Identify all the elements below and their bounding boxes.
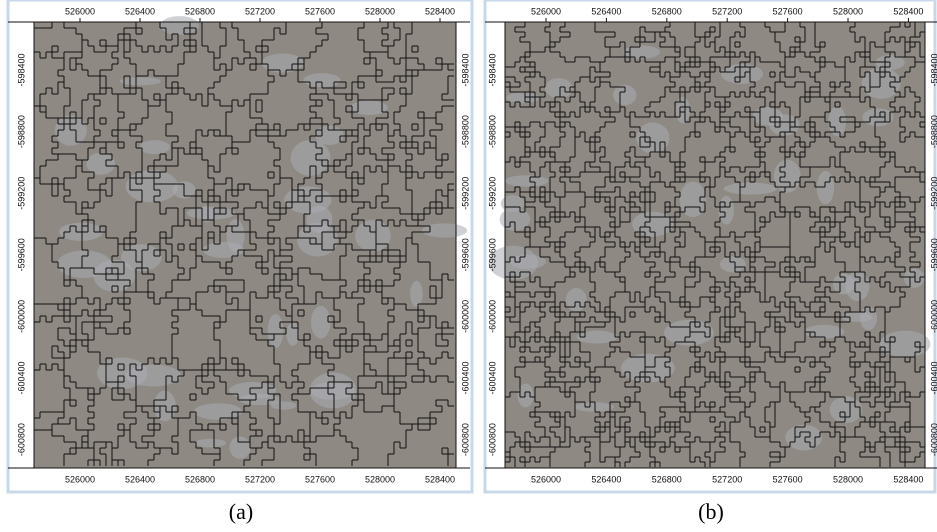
light-patch [120, 77, 161, 85]
light-patch [860, 306, 877, 330]
light-patch [904, 269, 925, 288]
light-patch [121, 244, 161, 271]
x-tick-label: 528400 [893, 6, 923, 16]
y-tick-label: -598400 [16, 53, 26, 86]
y-tick-label: -599200 [929, 177, 937, 210]
x-tick-label: 526800 [185, 474, 215, 484]
x-tick-label: 528400 [425, 474, 455, 484]
x-tick-label: 528400 [425, 6, 455, 16]
light-patch [505, 175, 548, 186]
panel-caption: (a) [229, 499, 253, 524]
x-tick-label: 526000 [531, 474, 561, 484]
x-tick-label: 527600 [773, 6, 803, 16]
y-tick-label: -600000 [487, 300, 497, 333]
y-tick-label: -598800 [16, 115, 26, 148]
x-tick-label: 526400 [125, 474, 155, 484]
x-tick-label: 526400 [591, 6, 621, 16]
light-patch [271, 401, 297, 409]
x-tick-label: 528000 [833, 474, 863, 484]
x-tick-label: 526400 [125, 6, 155, 16]
y-tick-label: -600800 [929, 423, 937, 456]
light-patch [126, 170, 178, 202]
y-tick-label: -598400 [929, 53, 937, 86]
light-patch [566, 288, 587, 312]
light-patch [355, 220, 391, 252]
y-tick-label: -599200 [460, 177, 470, 210]
map-panel: 526000 526000 526400 526400 526800 526800 5272… [485, 0, 937, 492]
y-tick-label: -598400 [487, 53, 497, 86]
x-tick-label: 526800 [652, 6, 682, 16]
y-tick-label: -600800 [460, 423, 470, 456]
y-tick-label: -599200 [487, 177, 497, 210]
y-tick-label: -600000 [16, 300, 26, 333]
light-patch [229, 382, 276, 399]
x-tick-label: 526000 [531, 6, 561, 16]
y-tick-label: -598800 [487, 115, 497, 148]
light-patch [719, 196, 734, 225]
light-patch [545, 78, 572, 98]
x-tick-label: 526000 [65, 6, 95, 16]
y-tick-label: -600400 [460, 361, 470, 394]
light-patch [830, 396, 863, 423]
light-patch [410, 281, 423, 307]
light-patch [140, 140, 170, 154]
y-tick-label: -599600 [929, 238, 937, 271]
x-tick-label: 527600 [305, 474, 335, 484]
x-tick-label: 526400 [591, 474, 621, 484]
y-tick-label: -599600 [460, 238, 470, 271]
figure: 526000 526000 526400 526400 526800 526800 5272… [0, 0, 937, 532]
y-tick-label: -598800 [929, 115, 937, 148]
x-tick-label: 528000 [365, 474, 395, 484]
y-tick-label: -598800 [460, 115, 470, 148]
y-tick-label: -600400 [929, 361, 937, 394]
x-tick-label: 527200 [245, 474, 275, 484]
light-patch [817, 171, 834, 204]
y-tick-label: -600400 [16, 361, 26, 394]
x-tick-label: 528000 [365, 6, 395, 16]
map-panel: 526000 526000 526400 526400 526800 526800 5272… [8, 0, 472, 492]
y-tick-label: -599600 [487, 238, 497, 271]
y-tick-label: -600800 [487, 423, 497, 456]
light-patch [753, 107, 783, 126]
light-patch [315, 126, 344, 145]
light-patch [676, 97, 690, 124]
y-tick-label: -598400 [460, 53, 470, 86]
x-tick-label: 527600 [305, 6, 335, 16]
light-patch [785, 425, 822, 451]
figure-canvas: 526000 526000 526400 526400 526800 526800 5272… [0, 0, 937, 532]
x-tick-label: 528000 [833, 6, 863, 16]
x-tick-label: 526800 [652, 474, 682, 484]
light-patch [195, 439, 226, 448]
light-patch [636, 123, 669, 154]
x-tick-label: 527200 [245, 6, 275, 16]
light-patch [774, 160, 801, 193]
x-tick-label: 528400 [893, 474, 923, 484]
y-tick-label: -600000 [460, 300, 470, 333]
light-patch [268, 314, 284, 348]
light-patch [880, 331, 930, 358]
light-patch [311, 306, 331, 339]
light-patch [309, 373, 356, 409]
x-tick-label: 526000 [65, 474, 95, 484]
light-patch [724, 183, 777, 195]
light-patch [227, 219, 245, 252]
light-patch [286, 322, 299, 346]
x-tick-label: 527200 [712, 6, 742, 16]
x-tick-label: 526800 [185, 6, 215, 16]
y-tick-label: -599600 [16, 238, 26, 271]
light-patch [720, 256, 746, 272]
x-tick-label: 527600 [773, 474, 803, 484]
y-tick-label: -599200 [16, 177, 26, 210]
panel-caption: (b) [698, 499, 724, 524]
y-tick-label: -600400 [487, 361, 497, 394]
y-tick-label: -600800 [16, 423, 26, 456]
light-patch [230, 436, 251, 459]
light-patch [632, 212, 673, 237]
y-tick-label: -600000 [929, 300, 937, 333]
light-patch [621, 354, 675, 383]
light-patch [574, 402, 614, 412]
x-tick-label: 527200 [712, 474, 742, 484]
light-patch [506, 92, 539, 103]
